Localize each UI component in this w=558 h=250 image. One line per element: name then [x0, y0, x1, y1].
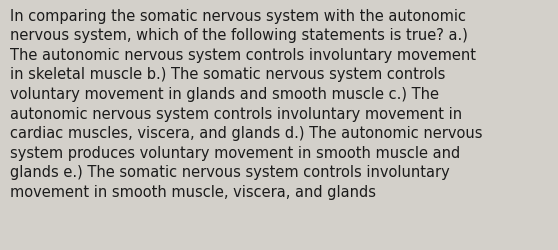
Text: In comparing the somatic nervous system with the autonomic
nervous system, which: In comparing the somatic nervous system …: [10, 9, 483, 199]
